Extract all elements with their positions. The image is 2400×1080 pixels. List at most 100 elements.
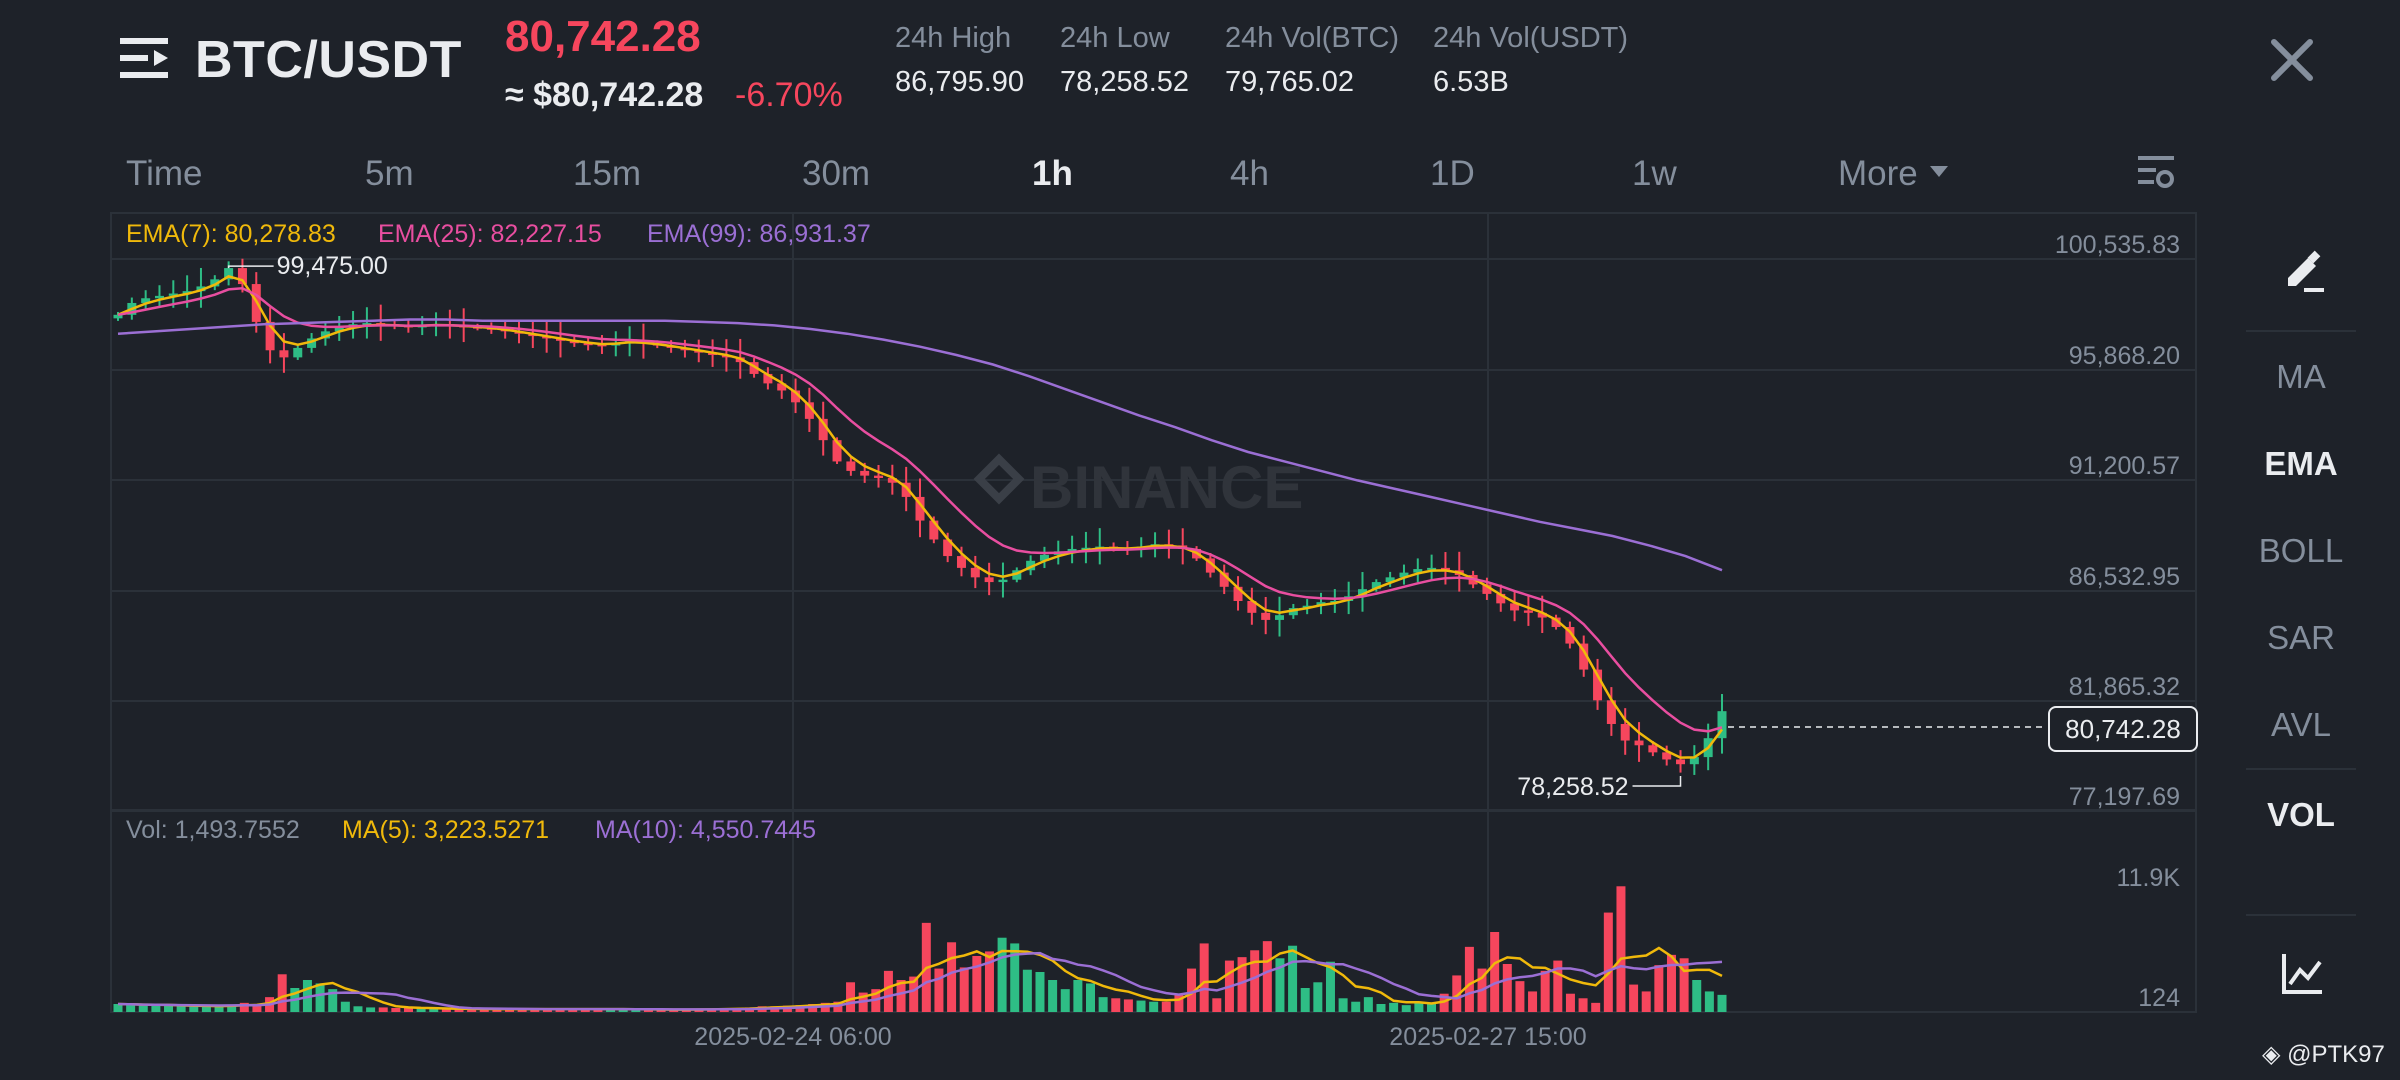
candle <box>1565 627 1575 644</box>
candle <box>1371 582 1381 590</box>
indicator-boll[interactable]: BOLL <box>2258 532 2344 569</box>
volume-bar <box>618 1009 628 1012</box>
volume-bar <box>1199 943 1209 1012</box>
candle <box>956 556 966 568</box>
tab-5m[interactable]: 5m <box>365 154 414 193</box>
volume-bar <box>467 1009 477 1012</box>
indicator-avl[interactable]: AVL <box>2271 706 2331 743</box>
candle <box>1662 752 1672 760</box>
volume-bar <box>201 1006 211 1012</box>
candle <box>1620 723 1630 741</box>
candle <box>1385 577 1395 583</box>
candle <box>1676 759 1686 765</box>
candle <box>1233 586 1243 601</box>
menu-lines-icon[interactable] <box>120 36 170 80</box>
stat-24h-high-label: 24h High <box>895 22 1012 54</box>
tab-30m[interactable]: 30m <box>802 154 871 193</box>
volume-bar <box>126 1004 136 1012</box>
candle <box>1551 617 1561 628</box>
volume-bar <box>1578 998 1588 1012</box>
tab-1h[interactable]: 1h <box>1032 154 1073 193</box>
candle <box>1510 603 1520 611</box>
candle <box>860 470 870 476</box>
volume-bar <box>164 1005 174 1012</box>
candle <box>874 475 884 479</box>
volume-bar <box>1363 997 1373 1012</box>
volume-bar <box>113 1004 123 1012</box>
trading-pair-title[interactable]: BTC/USDT <box>195 31 462 89</box>
price-change-percent: -6.70% <box>735 76 843 114</box>
candle <box>1012 570 1022 580</box>
tab-more[interactable]: More <box>1838 154 1948 194</box>
candle <box>901 482 911 497</box>
volume-bar <box>1641 991 1651 1012</box>
volume-bar <box>896 980 906 1012</box>
tab-1d[interactable]: 1D <box>1430 154 1475 193</box>
volume-bar <box>1288 945 1298 1012</box>
volume-bar <box>1073 980 1083 1012</box>
volume-bar <box>1427 1004 1437 1012</box>
chart-frame <box>110 212 2197 1013</box>
close-icon[interactable] <box>2268 36 2316 84</box>
volume-bar <box>227 1005 237 1012</box>
volume-bar <box>176 1006 186 1012</box>
volume-bar <box>1704 991 1714 1012</box>
tab-1w[interactable]: 1w <box>1632 154 1677 193</box>
candle <box>1039 554 1049 561</box>
indicator-chart-icon[interactable] <box>2280 950 2326 996</box>
volume-bar <box>1262 941 1272 1012</box>
volume-bar <box>454 1009 464 1012</box>
volume-axis-label: 124 <box>2138 984 2180 1012</box>
volume-bar <box>1502 964 1512 1012</box>
volume-bar <box>972 956 982 1012</box>
candle <box>791 390 801 403</box>
volume-bar <box>1161 1001 1171 1012</box>
volume-bar <box>1111 998 1121 1012</box>
volume-bar <box>883 970 893 1012</box>
indicator-sar[interactable]: SAR <box>2267 619 2335 656</box>
volume-bar <box>1692 980 1702 1012</box>
volume-bar <box>656 1009 666 1012</box>
volume-bar <box>1123 999 1133 1012</box>
volume-bar <box>378 1007 388 1012</box>
time-axis-label: 2025-02-27 15:00 <box>1389 1023 1586 1051</box>
volume-bar <box>631 1009 641 1012</box>
candle <box>1482 584 1492 594</box>
candle <box>998 579 1008 583</box>
stat-24h-vol-usdt-label: 24h Vol(USDT) <box>1433 22 1629 54</box>
volume-bar <box>669 1009 679 1012</box>
volume-bar <box>959 967 969 1012</box>
volume-bar <box>189 1006 199 1012</box>
candle <box>1579 643 1589 670</box>
indicator-vol[interactable]: VOL <box>2267 796 2335 833</box>
indicator-ema[interactable]: EMA <box>2264 445 2338 482</box>
candle <box>1219 572 1229 587</box>
volume-bar <box>1325 961 1335 1012</box>
volume-axis-label: 11.9K <box>2117 864 2181 892</box>
stat-24h-low-value: 78,258.52 <box>1060 66 1190 98</box>
tab-more-label: More <box>1838 154 1918 193</box>
volume-bar <box>1401 1005 1411 1012</box>
volume-bar <box>1515 981 1525 1012</box>
tab-time[interactable]: Time <box>126 154 203 193</box>
draw-pen-icon[interactable] <box>2280 248 2326 294</box>
candle <box>1413 569 1423 573</box>
candle <box>1648 745 1658 753</box>
volume-bar <box>429 1008 439 1012</box>
candle <box>583 343 593 346</box>
price-axis-label: 81,865.32 <box>2069 673 2180 701</box>
indicator-ma[interactable]: MA <box>2276 358 2326 395</box>
volume-bar <box>1212 998 1222 1012</box>
candle <box>915 496 925 521</box>
candle <box>237 268 247 285</box>
tab-4h[interactable]: 4h <box>1230 154 1269 193</box>
volume-ma10-line <box>117 951 1723 1011</box>
candle <box>141 298 151 303</box>
candle <box>1634 740 1644 746</box>
chart-settings-icon[interactable] <box>2136 152 2176 192</box>
price-axis-label: 95,868.20 <box>2069 342 2180 370</box>
sidebar-divider <box>2246 914 2356 916</box>
last-price-usd: ≈ $80,742.28 <box>505 76 704 114</box>
tab-15m[interactable]: 15m <box>573 154 642 193</box>
